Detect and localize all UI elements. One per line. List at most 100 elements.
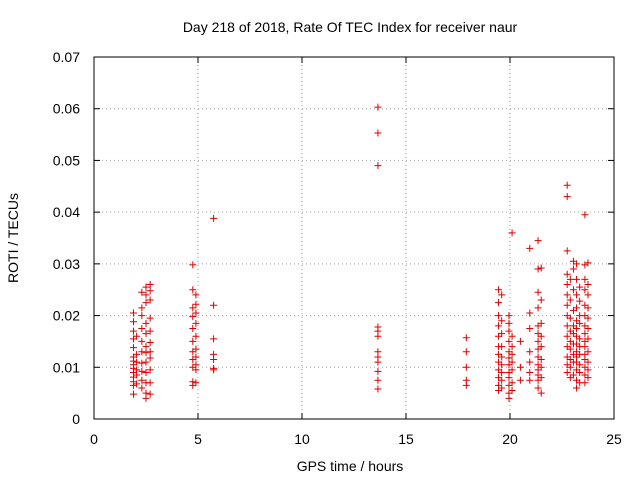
x-tick-label: 5 [194,431,202,447]
data-point [189,286,197,294]
data-point [526,244,534,252]
data-point [584,358,592,366]
data-point [498,368,506,376]
data-point [146,287,154,295]
data-point [573,260,581,268]
data-point [566,275,574,283]
y-tick-label: 0.07 [53,49,80,65]
data-point [563,270,571,278]
data-point [138,304,146,312]
x-tick-label: 0 [90,431,98,447]
data-point [374,129,382,137]
data-point [142,291,150,299]
data-point [133,332,141,340]
data-point [508,366,516,374]
data-point [462,376,470,384]
data-point [142,358,150,366]
data-point [516,363,524,371]
data-point [192,309,200,317]
data-point [505,312,513,320]
data-point [563,332,571,340]
data-point [462,348,470,356]
y-tick-label: 0.03 [53,256,80,272]
data-point [462,334,470,342]
data-point [138,376,146,384]
data-point [581,286,589,294]
data-point [526,358,534,366]
data-point [584,374,592,382]
data-point [534,337,542,345]
data-point [146,327,154,335]
data-point [584,281,592,289]
data-point [498,384,506,392]
data-point [146,354,154,362]
data-point [192,300,200,308]
data-point [569,371,577,379]
data-point [130,309,138,317]
data-point [142,343,150,351]
data-point [192,379,200,387]
data-point [138,384,146,392]
data-point [563,322,571,330]
chart-title: Day 218 of 2018, Rate Of TEC Index for r… [183,19,518,35]
data-point [138,348,146,356]
data-point [133,350,141,358]
data-point [537,343,545,351]
data-point [581,211,589,219]
data-point [374,376,382,384]
data-point [210,214,218,222]
data-point [573,325,581,332]
data-point [534,288,542,296]
data-point [516,337,524,345]
data-point [584,304,592,312]
data-point [374,162,382,170]
data-point [573,384,581,392]
x-tick-labels: 0 5 10 15 20 25 [90,431,622,447]
data-point [142,368,150,376]
data-point [498,361,506,369]
data-point [573,291,581,299]
data-point [192,345,200,353]
data-point [508,350,516,358]
y-axis-label: ROTI / TECUs [5,193,21,283]
data-point [526,348,534,356]
data-point [534,265,542,273]
data-point [573,275,581,283]
data-point [142,319,150,327]
data-point [566,363,574,371]
data-point [563,181,571,189]
data-point [130,327,138,335]
data-point [138,359,146,367]
data-point [142,349,150,357]
data-point [189,378,197,386]
data-point [576,335,584,343]
data-point [498,376,506,384]
data-point [192,332,200,340]
data-point [505,319,513,327]
data-point [526,376,534,384]
data-point [563,193,571,201]
data-point [537,332,545,340]
data-point [146,366,154,374]
data-point [526,368,534,376]
data-point [210,364,218,372]
data-point [516,376,524,384]
data-point [537,296,545,304]
data-point [192,353,200,361]
plot-frame [93,56,615,420]
data-point [534,384,542,392]
data-point [189,304,197,312]
data-point [584,325,592,332]
data-point [508,343,516,351]
data-point [537,356,545,364]
data-point [508,387,516,395]
data-point [576,283,584,291]
data-point [584,314,592,322]
data-point [537,363,545,371]
data-point [534,304,542,312]
data-point [138,288,146,296]
data-points [130,103,592,402]
data-point [374,367,382,375]
data-point [573,304,581,312]
